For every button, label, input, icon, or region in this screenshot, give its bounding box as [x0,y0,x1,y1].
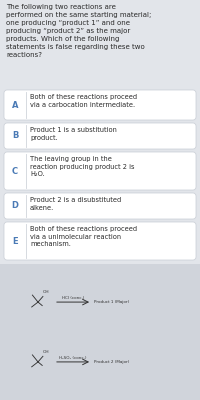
Text: OH: OH [43,290,50,294]
FancyBboxPatch shape [4,222,196,260]
Text: E: E [12,236,18,246]
FancyBboxPatch shape [0,264,200,400]
Text: Product 2 (Major): Product 2 (Major) [94,360,129,364]
Text: C: C [12,166,18,176]
Text: Product 1 is a substitution
product.: Product 1 is a substitution product. [30,127,117,141]
Text: A: A [12,100,18,110]
Text: Product 2 is a disubstituted
alkene.: Product 2 is a disubstituted alkene. [30,197,121,211]
Text: The following two reactions are
performed on the same starting material;
one pro: The following two reactions are performe… [6,4,151,58]
Text: OH: OH [43,350,50,354]
Text: Product 1 (Major): Product 1 (Major) [94,300,129,304]
FancyBboxPatch shape [4,193,196,219]
FancyBboxPatch shape [4,123,196,149]
Text: Both of these reactions proceed
via a unimolecular reaction
mechanism.: Both of these reactions proceed via a un… [30,226,137,248]
Text: D: D [12,202,18,210]
Text: H₂SO₄ (conc.): H₂SO₄ (conc.) [59,356,87,360]
FancyBboxPatch shape [4,152,196,190]
FancyBboxPatch shape [4,90,196,120]
Text: B: B [12,132,18,140]
Text: HCl (conc.): HCl (conc.) [62,296,84,300]
Text: The leaving group in the
reaction producing product 2 is
H₂O.: The leaving group in the reaction produc… [30,156,134,178]
Text: Both of these reactions proceed
via a carbocation intermediate.: Both of these reactions proceed via a ca… [30,94,137,108]
